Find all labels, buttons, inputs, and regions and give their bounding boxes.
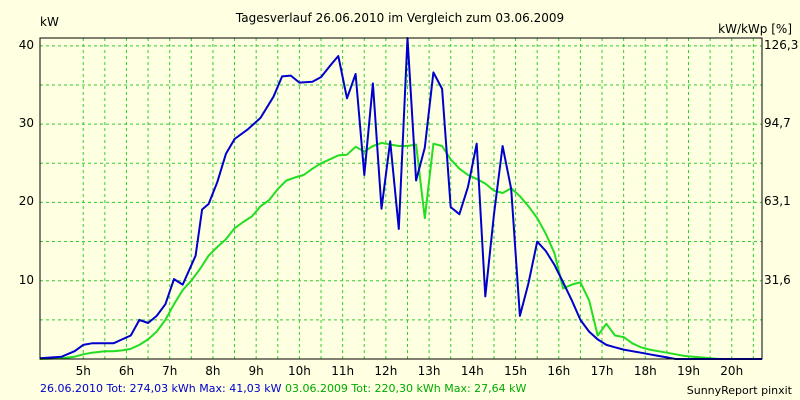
- x-tick-label: 5h: [75, 364, 91, 378]
- legend-entry-2010: 26.06.2010 Tot: 274,03 kWh Max: 41,03 kW: [40, 382, 282, 395]
- y-tick-label-right: 63,1: [764, 194, 791, 209]
- y-tick-label-left: 40: [18, 37, 34, 52]
- y-tick-label-right: 94,7: [764, 116, 791, 131]
- x-tick-label: 20h: [720, 364, 744, 378]
- series-line-2009: [39, 141, 762, 360]
- plot-frame: [39, 37, 763, 360]
- x-tick-label: 8h: [205, 364, 221, 378]
- x-tick-label: 11h: [331, 364, 355, 378]
- x-tick-label: 18h: [633, 364, 657, 378]
- x-tick-label: 15h: [504, 364, 527, 378]
- x-tick-label: 9h: [248, 364, 264, 378]
- x-tick-label: 7h: [162, 364, 178, 378]
- credit-text: SunnyReport pinxit: [686, 384, 792, 397]
- x-tick-label: 14h: [460, 364, 484, 378]
- x-tick-label: 16h: [547, 364, 571, 378]
- y-tick-label-left: 10: [18, 272, 34, 287]
- y-axis-label-left: kW: [40, 15, 59, 29]
- legend-entry-2009: 03.06.2009 Tot: 220,30 kWh Max: 27,64 kW: [284, 382, 527, 395]
- y-axis-label-right: kW/kWp [%]: [718, 22, 792, 36]
- y-tick-label-right: 126,3: [764, 37, 799, 52]
- legend-footer: 26.06.2010 Tot: 274,03 kWh Max: 41,03 kW…: [40, 382, 526, 395]
- x-tick-label: 19h: [677, 364, 700, 378]
- x-tick-label: 13h: [417, 364, 441, 378]
- y-tick-label-left: 30: [18, 116, 34, 131]
- x-tick-label: 17h: [590, 364, 614, 378]
- series-line-2010: [39, 37, 762, 360]
- x-tick-label: 10h: [287, 364, 311, 378]
- x-tick-label: 6h: [118, 364, 135, 378]
- x-tick-label: 12h: [374, 364, 398, 378]
- y-tick-label-right: 31,6: [764, 272, 791, 287]
- y-tick-label-left: 20: [18, 194, 34, 209]
- series-lines: [39, 37, 762, 360]
- chart-title: Tagesverlauf 26.06.2010 im Vergleich zum…: [235, 11, 565, 25]
